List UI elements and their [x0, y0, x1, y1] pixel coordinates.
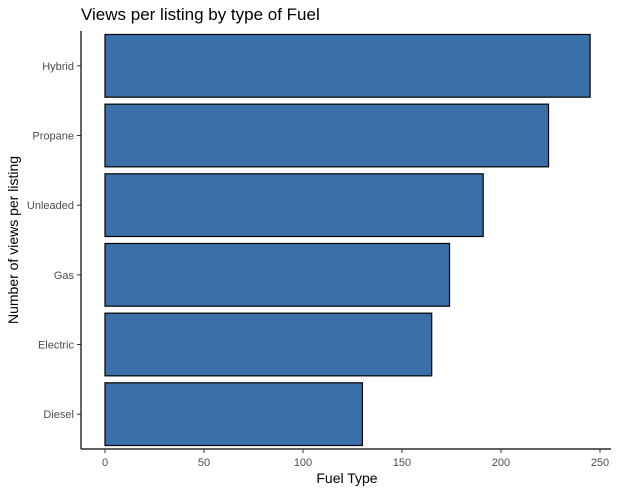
y-tick-label: Propane — [32, 131, 74, 143]
x-tick-label: 250 — [591, 457, 609, 469]
bar-propane — [104, 103, 550, 168]
bar-hybrid — [104, 33, 591, 98]
bars-layer — [104, 33, 591, 447]
x-tick-label: 100 — [294, 457, 312, 469]
x-tick-label: 200 — [492, 457, 510, 469]
bar-unleaded — [104, 173, 484, 238]
x-tick-label: 50 — [198, 457, 210, 469]
y-axis-title: Number of views per listing — [5, 156, 21, 324]
bar-diesel — [104, 382, 363, 447]
x-tick-label: 150 — [393, 457, 411, 469]
x-tick-label: 0 — [102, 457, 108, 469]
axes-layer: Hybrid Propane Unleaded Gas Electric Diesel 0 5… — [27, 31, 611, 469]
y-tick-label: Hybrid — [42, 61, 74, 73]
x-axis-title: Fuel Type — [316, 470, 377, 486]
y-tick-label: Gas — [54, 270, 75, 282]
bar-electric — [104, 312, 433, 377]
chart-title: Views per listing by type of Fuel — [81, 5, 320, 24]
bar-gas — [104, 242, 451, 307]
y-tick-label: Unleaded — [27, 200, 74, 212]
y-tick-label: Electric — [38, 340, 75, 352]
y-tick-label: Diesel — [43, 409, 74, 421]
